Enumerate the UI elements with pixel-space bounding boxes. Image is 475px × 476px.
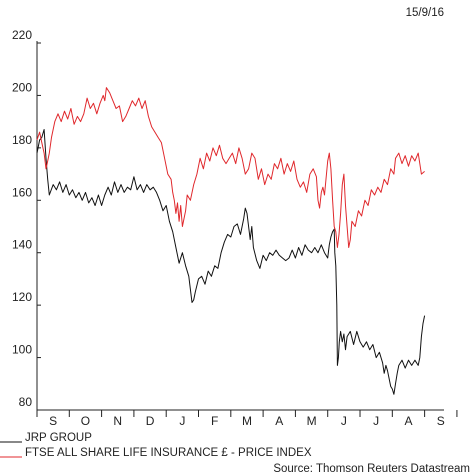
source-note: Source: Thomson Reuters Datastream — [273, 463, 470, 475]
x-tick-label: M — [242, 414, 252, 428]
x-tick-label: F — [211, 414, 218, 428]
series-lines — [36, 87, 426, 395]
y-tick-label: 140 — [12, 238, 32, 252]
x-tick-label: J — [179, 414, 185, 428]
x-tick-label: O — [81, 414, 90, 428]
x-tick-label: M — [307, 414, 317, 428]
y-tick-label: 220 — [12, 28, 32, 42]
x-tick-label: S — [437, 414, 445, 428]
y-tick-label: 120 — [12, 290, 32, 304]
y-tick-label: 160 — [12, 185, 32, 199]
y-tick-label: 180 — [12, 133, 32, 147]
series-line-jrp — [36, 129, 426, 395]
y-tick-label: 80 — [19, 395, 33, 409]
chart-date: 15/9/16 — [406, 7, 444, 19]
x-tick-label: S — [49, 414, 57, 428]
legend-label-ftse: FTSE ALL SHARE LIFE INSURANCE £ - PRICE … — [25, 447, 312, 459]
y-tick-label: 100 — [12, 343, 32, 357]
x-tick-label: J — [341, 414, 347, 428]
x-tick-label: A — [275, 414, 283, 428]
axes — [36, 41, 444, 411]
legend-label-jrp: JRP GROUP — [25, 432, 92, 444]
x-tick-label: N — [113, 414, 122, 428]
x-tick-label: D — [146, 414, 155, 428]
series-line-ftse — [36, 87, 425, 248]
legend: JRP GROUP FTSE ALL SHARE LIFE INSURANCE … — [0, 432, 312, 459]
y-axis-ticks: 80 100 120 140 160 180 200 220 — [12, 28, 41, 411]
x-tick-label: A — [404, 414, 412, 428]
y-tick-label: 200 — [12, 80, 32, 94]
x-tick-label: J — [373, 414, 379, 428]
